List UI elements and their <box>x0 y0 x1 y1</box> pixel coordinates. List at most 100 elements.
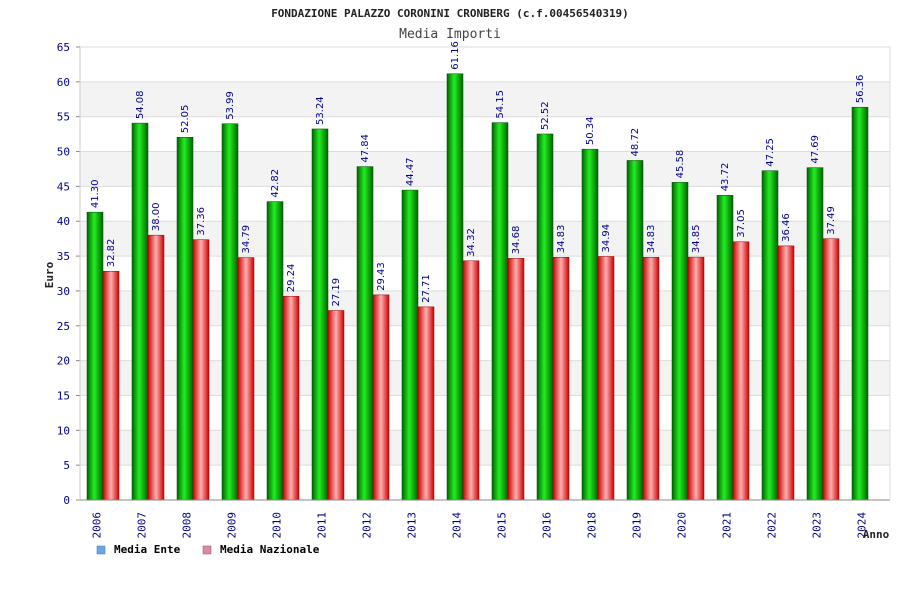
bar-media-ente-2006 <box>86 211 104 501</box>
chart-title: FONDAZIONE PALAZZO CORONINI CRONBERG (c.… <box>271 7 629 20</box>
value-label: 42.82 <box>270 169 281 198</box>
x-tick-label: 2019 <box>631 512 644 539</box>
legend: Media Ente Media Nazionale <box>96 543 320 556</box>
y-axis-label: Euro <box>43 261 56 288</box>
bar-media-nazionale-2015 <box>507 258 525 501</box>
bar-media-nazionale-2012 <box>372 294 390 501</box>
value-label: 56.36 <box>855 75 866 104</box>
x-tick-label: 2022 <box>766 512 779 539</box>
plot-band <box>80 395 890 431</box>
bar-media-ente-2020 <box>671 182 689 501</box>
bar-media-nazionale-2018 <box>597 256 615 501</box>
value-label: 50.34 <box>585 117 596 146</box>
bar-media-ente-2010 <box>266 201 284 501</box>
plot-band <box>80 116 890 152</box>
bar-media-nazionale-2016 <box>552 257 570 501</box>
value-label: 47.69 <box>810 135 821 164</box>
bar-media-ente-2014 <box>446 73 464 501</box>
gridlines <box>80 46 890 501</box>
legend-label-media-nazionale: Media Nazionale <box>220 543 320 556</box>
bar-media-nazionale-2008 <box>192 239 210 501</box>
legend-label-media-ente: Media Ente <box>114 543 181 556</box>
legend-swatch-media-ente <box>96 545 106 555</box>
value-label: 37.05 <box>736 209 747 238</box>
bar-media-ente-2011 <box>311 128 329 501</box>
x-tick-label: 2013 <box>406 512 419 539</box>
value-label: 52.05 <box>180 105 191 134</box>
bar-media-ente-2019 <box>626 160 644 501</box>
x-tick-label: 2024 <box>856 512 869 539</box>
y-tick-label: 45 <box>57 180 70 193</box>
axes: 0 5 10 15 20 25 30 35 40 45 50 55 60 65 2006 2007 2008 20… <box>57 41 891 539</box>
bar-media-ente-2022 <box>761 170 779 501</box>
bar-media-nazionale-2009 <box>237 257 255 501</box>
value-label: 37.36 <box>196 207 207 236</box>
value-label: 37.49 <box>826 206 837 235</box>
plot-background <box>80 47 890 500</box>
plot-band <box>80 360 890 396</box>
bar-media-nazionale-2010 <box>282 295 300 501</box>
plot-band <box>80 325 890 361</box>
plot-band <box>80 47 890 82</box>
bar-media-ente-2021 <box>716 195 734 501</box>
bar-media-ente-2024 <box>851 106 869 501</box>
bar-media-ente-2015 <box>491 122 509 501</box>
value-label: 29.43 <box>376 262 387 291</box>
value-label: 41.30 <box>90 180 101 209</box>
bar-media-ente-2009 <box>221 123 239 501</box>
value-label: 34.94 <box>601 224 612 253</box>
value-label: 32.82 <box>106 239 117 268</box>
plot-band <box>80 186 890 222</box>
y-tick-label: 5 <box>63 459 70 472</box>
value-label: 47.25 <box>765 138 776 167</box>
value-labels: 41.30 32.82 54.08 38.00 52.05 37.36 53.99 34.79… <box>90 41 866 306</box>
y-tick-label: 25 <box>57 320 70 333</box>
bar-media-nazionale-2014 <box>462 260 480 501</box>
plot-band <box>80 430 890 466</box>
plot-band <box>80 151 890 187</box>
bar-media-nazionale-2020 <box>687 256 705 501</box>
bar-media-nazionale-2013 <box>417 306 435 501</box>
x-tick-label: 2010 <box>271 512 284 539</box>
value-label: 54.08 <box>135 90 146 119</box>
value-label: 29.24 <box>286 264 297 293</box>
bar-media-ente-2018 <box>581 148 599 501</box>
x-tick-label: 2018 <box>586 512 599 539</box>
y-tick-label: 35 <box>57 250 70 263</box>
value-label: 44.47 <box>405 157 416 186</box>
y-tick-label: 40 <box>57 215 70 228</box>
value-label: 34.32 <box>466 228 477 257</box>
value-label: 34.83 <box>556 225 567 254</box>
bar-media-nazionale-2007 <box>147 234 165 501</box>
bar-media-nazionale-2019 <box>642 257 660 501</box>
x-tick-label: 2020 <box>676 512 689 539</box>
value-label: 53.24 <box>315 96 326 125</box>
bar-media-nazionale-2022 <box>777 245 795 501</box>
y-tick-label: 50 <box>57 146 70 159</box>
value-label: 45.58 <box>675 150 686 179</box>
y-tick-label: 15 <box>57 389 70 402</box>
bar-media-nazionale-2021 <box>732 241 750 501</box>
bar-media-ente-2016 <box>536 133 554 501</box>
x-tick-label: 2012 <box>361 512 374 539</box>
x-tick-label: 2006 <box>91 512 104 539</box>
y-tick-label: 65 <box>57 41 70 54</box>
x-tick-label: 2009 <box>226 512 239 539</box>
value-label: 34.79 <box>241 225 252 254</box>
value-label: 34.68 <box>511 226 522 255</box>
plot-band <box>80 465 890 500</box>
x-axis-label: Anno <box>863 528 890 541</box>
y-tick-label: 10 <box>57 424 70 437</box>
y-tick-label: 55 <box>57 111 70 124</box>
x-tick-label: 2015 <box>496 512 509 539</box>
bar-media-ente-2013 <box>401 189 419 501</box>
x-tick-label: 2007 <box>136 512 149 539</box>
plot-band <box>80 81 890 117</box>
value-label: 38.00 <box>151 203 162 232</box>
bar-media-ente-2023 <box>806 167 824 501</box>
y-tick-label: 0 <box>63 494 70 507</box>
value-label: 54.15 <box>495 90 506 119</box>
value-label: 27.71 <box>421 274 432 303</box>
